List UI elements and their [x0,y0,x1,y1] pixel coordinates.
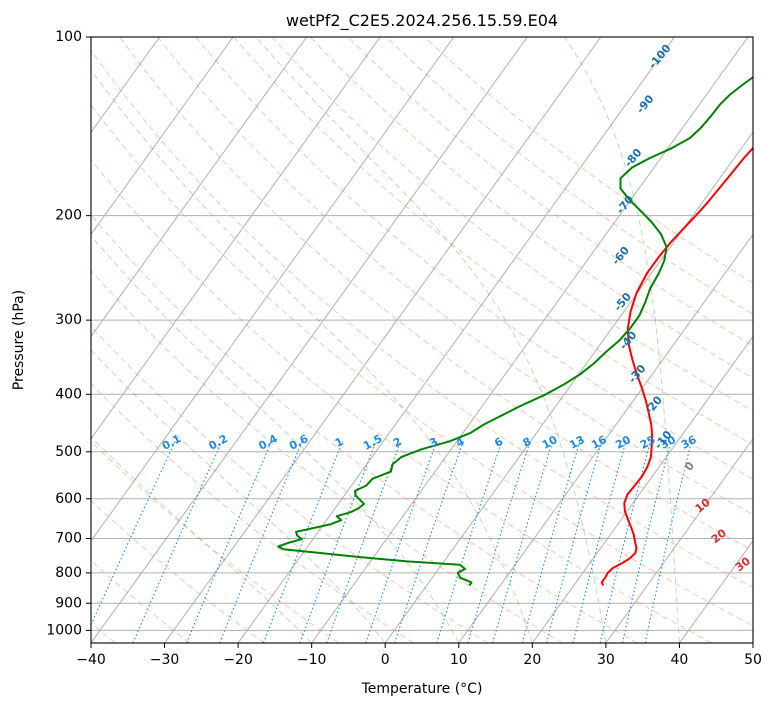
y-tick-label: 1000 [46,622,82,638]
x-axis-ticks: −40 −30 −20 −10 0 10 20 30 40 50 [76,643,762,668]
plot-area: 0.1 0.2 0.4 0.6 1 1.5 2 3 4 6 8 10 13 16 20 25 30 36-100-… [91,37,770,643]
x-tick-label: 10 [450,652,468,668]
dry-adiabat-line [91,269,563,643]
isotherm-line [91,37,234,236]
dry-adiabat-line [91,213,638,643]
isotherm-line [458,233,753,643]
y-tick-label: 600 [55,491,82,507]
moist-adiabat-line [91,436,313,643]
dry-adiabat-line [195,37,753,480]
isotherm-line [91,37,528,643]
x-tick-label: 30 [597,652,615,668]
moist-adiabat-line [255,37,607,643]
moist-adiabats [91,37,680,643]
x-axis-label: Temperature (°C) [361,681,483,697]
moist-adiabat-line [91,349,386,643]
dry-adiabat-line [386,37,753,315]
dry-adiabat-line [91,158,713,643]
x-tick-label: −10 [297,652,327,668]
dry-adiabat-line [157,37,753,516]
isotherm-line [679,539,753,643]
mixing-ratio-line [492,441,554,643]
mixing-ratio-label: 36 [679,433,699,452]
x-tick-label: −40 [76,652,106,668]
isotherm-line [91,37,308,338]
x-tick-label: 0 [381,652,390,668]
mixing-ratio-line [365,441,438,643]
temperature-profile [600,146,753,586]
y-tick-label: 500 [55,444,82,460]
dry-adiabat-line [91,49,753,589]
mixing-ratio-line [644,441,693,643]
dry-adiabats [91,37,753,643]
mixing-ratio-line [467,441,531,643]
mixing-ratio-label: 20 [613,433,633,452]
mixing-ratio-line [132,441,223,643]
dry-adiabat-line [233,37,753,446]
mixing-ratio-label: 10 [540,433,560,452]
mixing-ratio-label: 25 [638,433,658,452]
mixing-ratio-label: 30 [658,433,678,452]
isotherm-grid [91,37,753,643]
isobar-grid [91,37,753,631]
isotherm-line [531,335,753,643]
mixing-ratio-lines [91,441,693,643]
mixing-ratio-line [436,441,503,643]
mixing-ratio-line [326,441,402,643]
y-tick-label: 400 [55,386,82,402]
dewpoint-profile [277,75,753,587]
y-tick-label: 800 [55,565,82,581]
isotherm-line [164,37,602,643]
x-tick-label: 20 [523,652,541,668]
y-tick-label: 300 [55,312,82,328]
moist-adiabat-line [91,235,460,643]
mixing-ratio-label: 16 [589,433,609,452]
y-axis-ticks: 100 200 300 400 500 600 700 800 900 1000 [46,29,91,638]
mixing-ratio-line [186,441,273,643]
dry-adiabat-line [271,37,753,412]
mixing-ratio-line [599,441,652,643]
y-tick-label: 200 [55,208,82,224]
mixing-ratio-line [572,441,627,643]
y-axis-label: Pressure (hPa) [11,290,27,390]
mixing-ratio-label: 13 [567,433,587,452]
x-tick-label: −20 [223,652,253,668]
isotherm-line [91,37,381,440]
x-tick-label: 50 [744,652,762,668]
x-tick-label: 40 [671,652,689,668]
mixing-ratio-line [521,441,581,643]
moist-adiabat-line [91,68,533,643]
dry-adiabat-line [91,382,414,643]
y-tick-label: 700 [55,531,82,547]
sounding-series [277,75,753,587]
isotherm-line [91,37,455,542]
mixing-ratio-line [622,441,672,643]
isotherm-line [605,437,753,643]
dry-adiabat-line [91,325,489,643]
dry-adiabat-line [119,37,753,552]
y-tick-label: 900 [55,595,82,611]
isotherm-line [237,37,675,643]
y-tick-label: 100 [55,29,82,45]
x-tick-label: −30 [150,652,180,668]
mixing-ratio-line [546,441,603,643]
plot-frame [90,36,754,644]
isotherm-line [311,37,749,643]
chart-title: wetPf2_C2E5.2024.256.15.59.E04 [286,11,558,31]
moist-adiabat-line [564,37,680,643]
moist-adiabat-label: 40 [750,586,770,606]
dry-adiabat-line [91,104,753,627]
isotherm-line [384,131,753,643]
dry-adiabat-line [424,37,753,284]
